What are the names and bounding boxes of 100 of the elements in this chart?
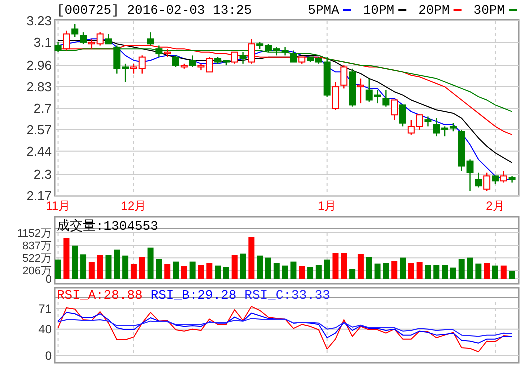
bar	[442, 265, 448, 279]
bar	[240, 254, 246, 279]
x-tick-label: 11月	[46, 199, 71, 213]
y-tick-label: 2.3	[34, 167, 52, 182]
y-tick-label: 0	[45, 349, 52, 364]
bar	[383, 263, 390, 279]
x-tick-label: 2月	[486, 199, 505, 213]
line-series	[58, 312, 513, 344]
bar	[341, 253, 348, 279]
candlestick	[332, 81, 340, 111]
bar	[223, 267, 230, 279]
bar	[80, 254, 87, 279]
bar	[366, 257, 372, 279]
bar	[484, 263, 490, 279]
candlestick	[340, 64, 348, 90]
series-label: RSI_A:28.88	[57, 288, 143, 303]
chart-title: [000725] 2016-02-03 13:25	[57, 3, 252, 18]
candlestick	[382, 90, 390, 108]
bar	[148, 248, 154, 279]
candlestick	[357, 78, 364, 104]
candlestick	[72, 24, 79, 38]
candlestick	[400, 104, 407, 128]
candlestick	[424, 116, 432, 128]
bar	[215, 266, 222, 279]
bar	[458, 259, 465, 279]
bar	[434, 265, 440, 279]
candlestick	[240, 52, 247, 65]
bar	[274, 263, 280, 279]
series-label: RSI_B:29.28	[150, 288, 237, 303]
y-tick-label: 2.83	[26, 80, 52, 95]
bar	[72, 246, 78, 279]
candlestick	[500, 170, 508, 184]
bar	[476, 264, 482, 279]
bar	[299, 266, 306, 279]
x-tick-label: 12月	[121, 199, 147, 213]
bar	[400, 258, 406, 279]
x-tick-label: 1月	[318, 199, 337, 213]
bar	[181, 266, 188, 279]
bar	[374, 264, 381, 279]
bar	[139, 257, 146, 279]
bar	[173, 262, 180, 279]
bar	[190, 262, 196, 279]
candlestick	[391, 100, 398, 121]
bar	[492, 266, 498, 279]
bar	[122, 256, 129, 279]
y-tick-label: 2.57	[26, 122, 52, 138]
candlestick	[231, 52, 238, 65]
y-tick-label: 1152万	[17, 228, 52, 240]
bar	[156, 259, 162, 279]
bar	[509, 271, 516, 279]
y-tick-label: 40	[38, 322, 52, 337]
bar	[408, 263, 414, 279]
bar	[55, 260, 62, 279]
y-tick-label: 522万	[22, 253, 52, 266]
line-series	[58, 318, 513, 338]
legend-label: 30PM	[474, 3, 505, 18]
legend-label: 5PMA	[308, 3, 340, 18]
y-tick-label: 3.1	[34, 35, 52, 50]
bar	[206, 263, 213, 279]
y-tick-label: 837万	[22, 240, 52, 252]
series-label: RSI_C:33.33	[244, 288, 330, 303]
bar	[88, 262, 95, 279]
bar	[257, 256, 264, 279]
bar	[106, 255, 112, 279]
bar	[425, 265, 432, 279]
y-tick-label: 2.7	[34, 101, 52, 116]
bar	[64, 238, 70, 279]
y-tick-label: 2.96	[26, 58, 52, 74]
candlestick	[475, 172, 482, 188]
candlestick	[484, 172, 491, 192]
candlestick	[147, 32, 154, 46]
candlestick	[172, 55, 180, 68]
bar	[198, 265, 204, 279]
bar	[316, 265, 322, 279]
candlestick	[189, 55, 196, 68]
bar	[416, 262, 423, 279]
bar	[467, 258, 474, 279]
bar	[232, 255, 238, 279]
bar	[282, 266, 288, 279]
bar	[392, 261, 398, 279]
candlestick	[80, 32, 88, 45]
bar	[500, 266, 507, 279]
bar	[97, 255, 104, 279]
chart-title: 成交量:1304553	[57, 218, 158, 234]
bar	[332, 253, 339, 279]
legend-label: 20PM	[418, 3, 450, 18]
bar	[308, 267, 314, 279]
bar	[450, 268, 456, 279]
bar	[324, 260, 330, 279]
bar	[164, 264, 171, 279]
bar	[114, 250, 120, 279]
y-tick-label: 71	[38, 302, 52, 316]
y-tick-label: 3.23	[26, 14, 52, 29]
bar	[265, 258, 272, 279]
bar	[350, 269, 356, 279]
legend-label: 10PM	[363, 3, 395, 18]
bar	[358, 254, 364, 279]
bar	[130, 264, 137, 279]
bar	[248, 237, 255, 279]
y-tick-label: 2.44	[26, 144, 52, 159]
